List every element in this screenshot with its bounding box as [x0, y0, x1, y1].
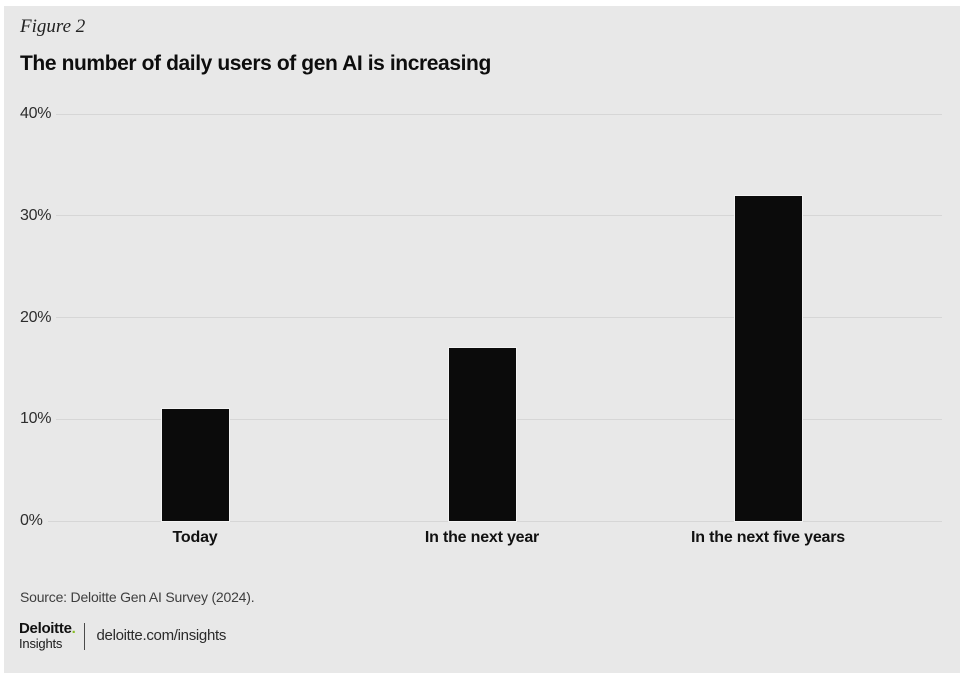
figure-number-label: Figure 2	[20, 16, 86, 37]
brand-subtitle: Insights	[19, 636, 63, 651]
y-tick-label: 0%	[20, 512, 43, 529]
brand-name-text: Deloitte	[19, 620, 72, 637]
brand-name: Deloitte.	[19, 620, 76, 637]
y-tick-label: 40%	[20, 105, 52, 123]
gridline	[56, 317, 942, 319]
gridline	[56, 215, 942, 217]
category-label: In the next five years	[691, 529, 845, 546]
chart-bar	[161, 409, 229, 521]
category-label: Today	[172, 529, 218, 546]
bar-chart: 0% 10% 20% 30% 40% Today In the next year In th…	[20, 104, 942, 566]
source-note: Source: Deloitte Gen AI Survey (2024).	[20, 589, 255, 605]
chart-title: The number of daily users of gen AI is i…	[20, 52, 491, 75]
y-tick-row: 30%	[20, 206, 942, 226]
logo-divider	[84, 622, 86, 650]
chart-bar	[734, 195, 802, 521]
gridline	[47, 520, 942, 522]
y-tick-row: 40%	[20, 104, 942, 124]
y-tick-row: 20%	[20, 308, 942, 328]
chart-bar	[448, 348, 516, 521]
y-tick-label: 30%	[20, 206, 52, 224]
category-label: In the next year	[424, 529, 540, 546]
y-tick-label: 20%	[20, 308, 52, 326]
gridline	[56, 113, 942, 115]
brand-green-dot: .	[71, 620, 76, 637]
deloitte-insights-logo: Deloitte. Insights	[19, 620, 76, 651]
y-tick-label: 10%	[20, 410, 52, 428]
footer-logo-lockup: Deloitte. Insights deloitte.com/insights	[19, 620, 227, 651]
y-tick-row: 0%	[20, 511, 942, 531]
site-url: deloitte.com/insights	[96, 627, 227, 644]
